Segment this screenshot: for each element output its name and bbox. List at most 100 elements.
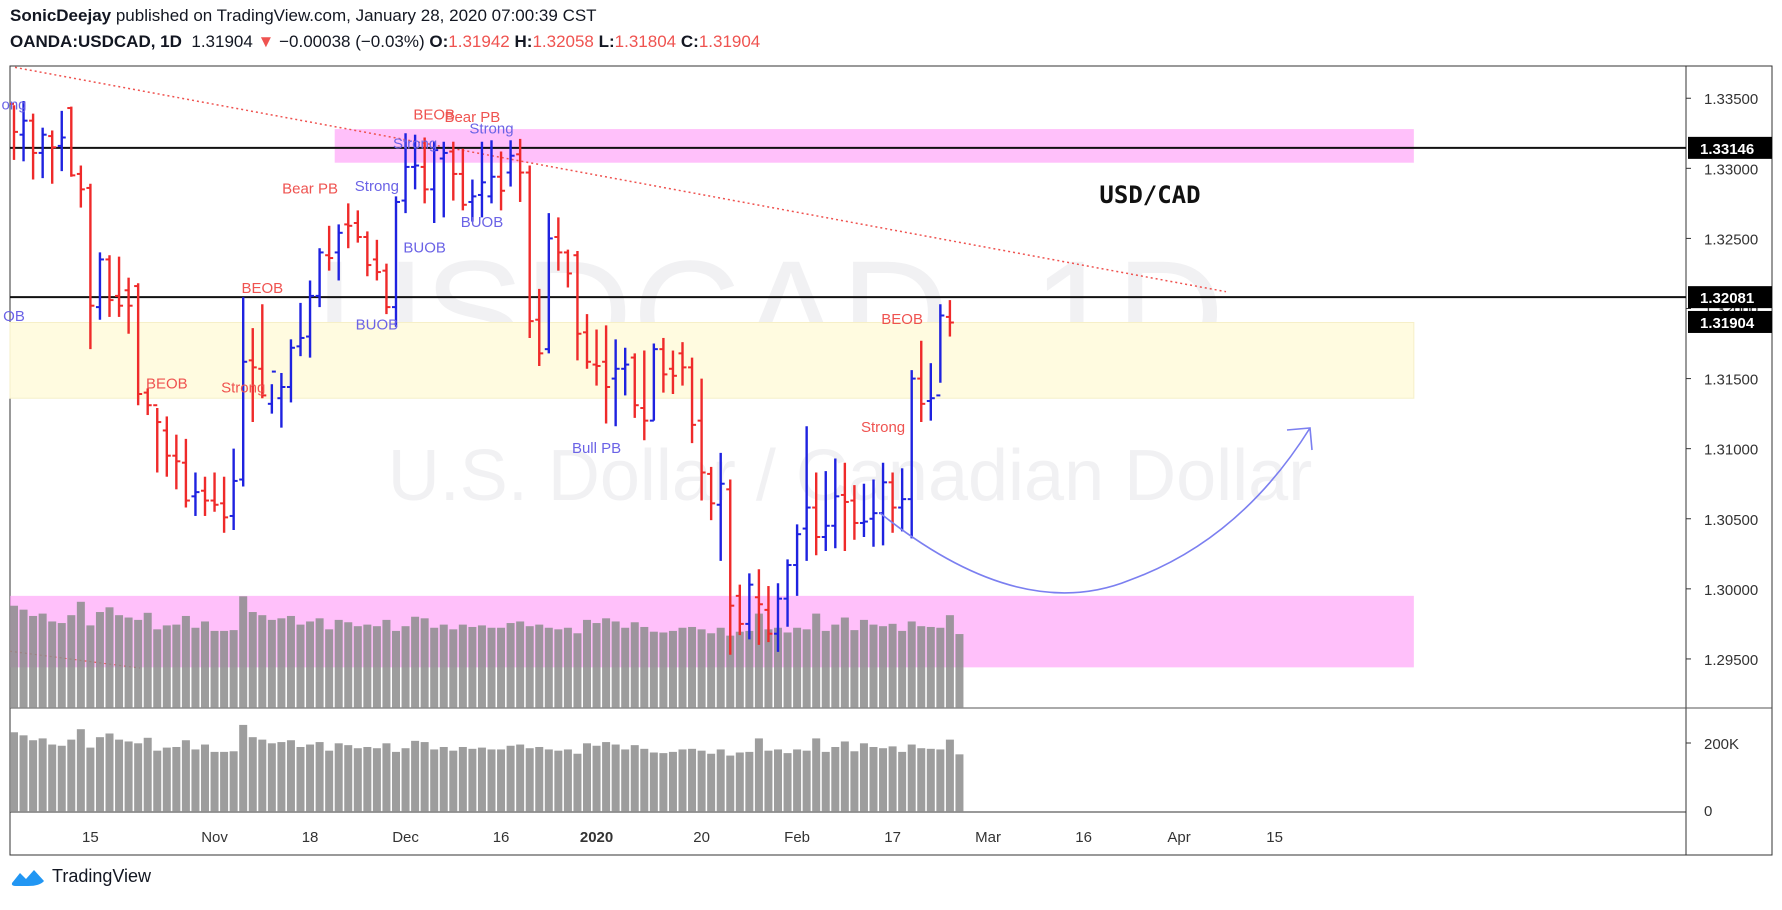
price-volume-bar: [210, 630, 219, 708]
volume-bar: [306, 744, 315, 812]
volume-bar: [506, 745, 515, 812]
signal-label: Bull PB: [572, 440, 621, 457]
signal-label: BUOB: [403, 239, 446, 256]
volume-bar: [583, 743, 591, 812]
volume-bar: [898, 751, 907, 812]
price-volume-bar: [821, 630, 830, 708]
volume-bar: [554, 750, 563, 812]
volume-bar: [812, 738, 821, 812]
watermark-symbol: USDCAD, 1D: [316, 229, 1225, 397]
zone-pink-0: [334, 129, 1414, 163]
price-volume-bar: [621, 627, 630, 708]
price-volume-bar: [735, 631, 744, 708]
price-volume-bar: [640, 626, 649, 708]
low-value: 1.31804: [614, 32, 677, 51]
price-volume-bar: [382, 619, 391, 708]
volume-bar: [105, 733, 114, 812]
volume-bar: [191, 749, 200, 812]
price-volume-bar: [926, 626, 935, 708]
price-volume-bar: [67, 615, 76, 708]
volume-bar: [19, 735, 28, 812]
volume-bar: [907, 744, 916, 812]
price-volume-bar: [869, 624, 878, 708]
price-volume-bar: [267, 619, 276, 708]
tradingview-logo-icon: [11, 869, 44, 886]
price-volume-bar: [477, 625, 486, 708]
price-volume-bar: [812, 613, 821, 708]
volume-bar: [220, 751, 229, 812]
volume-bar: [172, 746, 181, 812]
price-volume-bar: [888, 623, 897, 708]
price-tick-label: 1.31000: [1704, 442, 1758, 459]
volume-bar: [201, 744, 209, 812]
symbol-legend: OANDA:USDCAD, 1D 1.31904 ▼ −0.00038 (−0.…: [10, 32, 760, 52]
signal-label: Bear PB: [444, 109, 500, 126]
price-volume-bar: [611, 621, 620, 708]
open-label: O:: [429, 32, 449, 51]
price-volume-bar: [430, 627, 439, 708]
author-name[interactable]: SonicDeejay: [10, 6, 112, 25]
price-volume-bar: [793, 627, 802, 708]
price-volume-bar: [372, 626, 381, 708]
price-volume-bar: [840, 617, 849, 708]
signal-label: Strong: [861, 419, 905, 436]
signal-label: BEOB: [146, 375, 188, 392]
price-volume-bar: [879, 626, 888, 708]
projection-arrow[interactable]: [879, 427, 1311, 594]
volume-bar: [697, 750, 706, 812]
price-volume-bar: [535, 624, 544, 708]
price-tick-label: 1.32000: [1704, 302, 1758, 319]
volume-bar: [29, 740, 38, 812]
open-value: 1.31942: [448, 32, 510, 51]
price-volume-bar: [76, 601, 85, 708]
volume-bar: [525, 748, 534, 812]
volume-bar: [611, 744, 620, 812]
volume-bar: [802, 750, 811, 812]
price-volume-bar: [181, 615, 190, 708]
time-tick-label: Apr: [1167, 829, 1190, 846]
price-tick-label: 1.30500: [1704, 512, 1758, 529]
volume-bar: [859, 743, 868, 812]
volume-bar: [563, 749, 572, 812]
price-change: −0.00038 (−0.03%): [279, 32, 425, 51]
chart-frame: [9, 65, 1773, 856]
volume-bar: [668, 751, 677, 812]
volume-bar: [229, 751, 238, 812]
footer-brand: TradingView: [52, 866, 152, 886]
price-volume-bar: [239, 596, 248, 708]
volume-bar: [716, 749, 725, 812]
volume-bar: [258, 739, 267, 812]
price-tick-label: 1.31500: [1704, 372, 1758, 389]
signal-label: BUOB: [461, 214, 504, 231]
price-volume-bar: [325, 629, 334, 708]
volume-bar: [153, 750, 162, 812]
volume-bar: [793, 749, 802, 812]
volume-tick-label: 0: [1704, 803, 1712, 820]
price-volume-bar: [201, 621, 209, 708]
price-volume-bar: [296, 624, 305, 708]
tradingview-footer[interactable]: TradingView: [10, 866, 151, 887]
price-volume-bar: [134, 619, 143, 708]
trend-line[interactable]: [14, 66, 1227, 293]
price-volume-bar: [105, 607, 114, 708]
price-volume-bar: [764, 629, 773, 708]
symbol-name[interactable]: OANDA:USDCAD, 1D: [10, 32, 182, 51]
signal-label: BUOB: [356, 317, 399, 334]
price-volume-bar: [850, 630, 859, 708]
price-volume-bar: [592, 623, 601, 708]
price-volume-bar: [420, 618, 429, 708]
zone-pink-2: [10, 595, 1414, 668]
price-volume-bar: [86, 625, 95, 708]
price-volume-bar: [831, 624, 840, 708]
volume-bar: [239, 724, 248, 812]
volume-bar: [544, 749, 553, 812]
price-volume-bar: [583, 619, 591, 708]
volume-bar: [115, 739, 124, 812]
time-tick-label: Mar: [975, 829, 1001, 846]
price-volume-bar: [172, 624, 181, 708]
volume-bar: [640, 748, 649, 812]
volume-bar: [592, 745, 601, 812]
time-tick-label: 20: [693, 829, 710, 846]
volume-bar: [869, 746, 878, 812]
